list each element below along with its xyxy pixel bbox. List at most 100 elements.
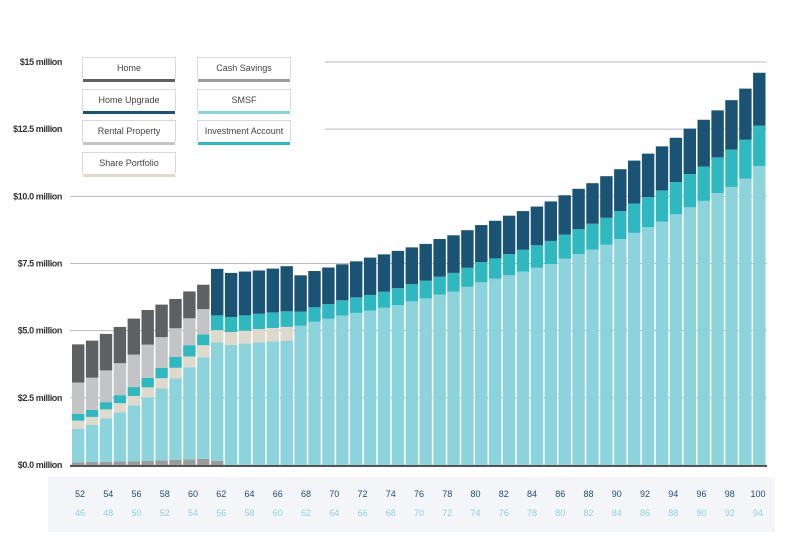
bar-segment [447, 235, 460, 273]
age-label-primary: 98 [725, 489, 735, 499]
age-label-secondary: 80 [555, 508, 565, 518]
bar-segment [628, 160, 641, 204]
bar-segment [544, 240, 557, 265]
legend-label: Share Portfolio [99, 158, 159, 168]
legend-toggle-share-portfolio[interactable]: Share Portfolio [82, 152, 176, 177]
age-label-secondary: 48 [103, 508, 113, 518]
bar-segment [141, 387, 154, 398]
bar-segment [266, 341, 279, 465]
bar-segment [85, 462, 99, 465]
bar-segment [224, 344, 238, 465]
y-tick-label: $7.5 million [18, 259, 62, 269]
bar-segment [211, 342, 224, 461]
bar-segment [725, 100, 738, 150]
bar-segment [544, 264, 557, 465]
bar-segment [197, 334, 210, 346]
bar-segment [85, 409, 99, 417]
bar-segment [252, 342, 266, 465]
age-label-secondary: 58 [244, 508, 254, 518]
bar-segment [516, 271, 530, 465]
bar-segment [655, 146, 669, 191]
bar-segment [155, 368, 168, 379]
bar-segment [697, 166, 710, 201]
bar-segment [224, 316, 238, 333]
bar-segment [641, 197, 655, 228]
legend-toggle-smsf[interactable]: SMSF [197, 89, 291, 114]
legend-toggle-investment-account[interactable]: Investment Account [197, 120, 291, 145]
bar-segment [614, 211, 627, 240]
bar-segment [252, 329, 266, 343]
bar-segment [489, 220, 502, 259]
age-label-primary: 86 [555, 489, 565, 499]
age-label-primary: 62 [216, 489, 226, 499]
bar-segment [169, 298, 182, 329]
bar-segment [141, 309, 154, 345]
bar-segment [363, 257, 377, 295]
age-label-primary: 58 [160, 489, 170, 499]
bar-segment [586, 183, 599, 224]
bar-segment [669, 214, 683, 465]
bar-segment [127, 354, 140, 388]
legend-swatch [198, 111, 290, 114]
legend-toggle-rental-property[interactable]: Rental Property [82, 120, 176, 145]
bar-segment [155, 460, 168, 465]
bar-segment [336, 264, 349, 301]
bar-segment [99, 409, 113, 419]
legend-swatch [83, 79, 175, 82]
bar-segment [711, 193, 724, 466]
legend-toggle-home[interactable]: Home [82, 57, 176, 82]
bar-segment [322, 304, 335, 319]
bar-segment [461, 286, 474, 465]
bar-segment [308, 271, 321, 308]
bar-segment [197, 458, 210, 465]
legend-label: Home [116, 63, 141, 73]
bar-segment [99, 418, 113, 462]
age-label-secondary: 90 [696, 508, 706, 518]
bar-segment [85, 377, 99, 410]
bar-segment [294, 325, 307, 465]
bar-segment [363, 310, 377, 465]
legend-toggle-home-upgrade[interactable]: Home Upgrade [82, 89, 176, 114]
age-label-secondary: 70 [414, 508, 424, 518]
age-label-secondary: 60 [273, 508, 283, 518]
bar-segment [419, 280, 432, 299]
bar-segment [739, 88, 752, 140]
age-label-primary: 94 [668, 489, 678, 499]
legend-toggle-cash-savings[interactable]: Cash Savings [197, 57, 291, 82]
bar-segment [183, 291, 196, 319]
bar-segment [572, 254, 585, 465]
bar-segment [336, 300, 349, 316]
bar-segment [350, 312, 363, 465]
bar-segment [502, 254, 516, 276]
bar-segment [113, 395, 127, 404]
bar-segment [753, 165, 766, 465]
y-tick-label: $0.0 million [18, 460, 62, 470]
bar-segment [141, 344, 154, 378]
age-label-primary: 78 [442, 489, 452, 499]
bar-segment [155, 337, 168, 369]
bar-segment [433, 294, 446, 465]
legend-swatch [83, 111, 175, 114]
age-label-secondary: 64 [329, 508, 339, 518]
bar-segment [127, 395, 140, 406]
bar-segment [586, 223, 599, 250]
age-label-secondary: 66 [357, 508, 367, 518]
bar-segment [586, 249, 599, 465]
bar-segment [711, 157, 724, 194]
age-label-primary: 96 [696, 489, 706, 499]
bar-segment [72, 462, 85, 465]
bar-segment [266, 327, 279, 342]
bar-segment [308, 321, 321, 465]
bar-segment [419, 243, 432, 281]
age-label-secondary: 88 [668, 508, 678, 518]
bar-segment [391, 305, 405, 465]
bar-segment [558, 195, 571, 235]
bar-segment [169, 459, 182, 465]
legend-label: SMSF [231, 95, 257, 105]
bar-segment [72, 344, 85, 383]
bar-segment [238, 343, 252, 465]
bar-segment [683, 207, 696, 465]
age-label-primary: 70 [329, 489, 339, 499]
bar-segment [294, 275, 307, 312]
bar-segment [405, 284, 418, 302]
